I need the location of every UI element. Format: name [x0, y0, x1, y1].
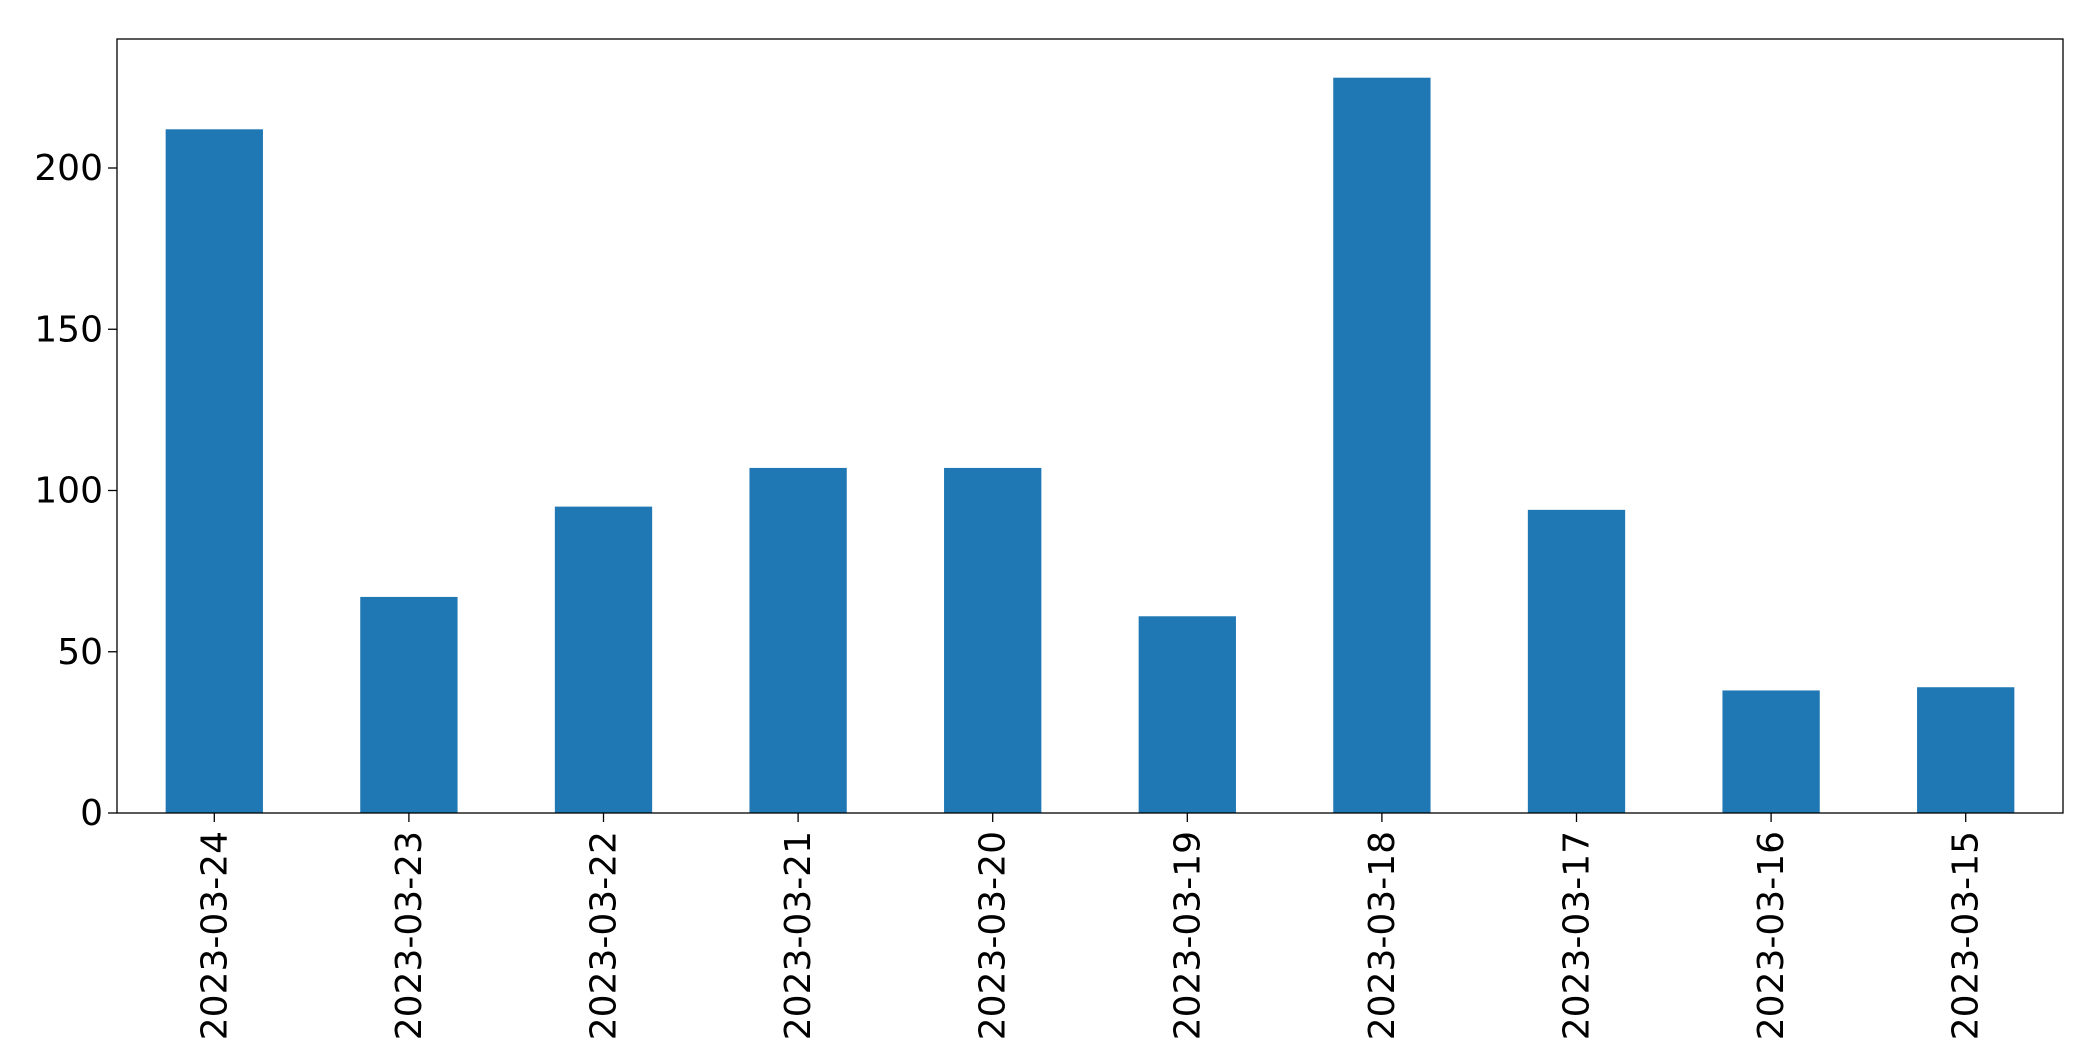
- x-tick-label: 2023-03-20: [973, 831, 1014, 1040]
- bar-2023-03-23: [360, 596, 458, 813]
- x-tick-label: 2023-03-24: [194, 831, 235, 1040]
- x-tick-label: 2023-03-18: [1362, 831, 1403, 1040]
- bar-2023-03-21: [749, 467, 847, 813]
- x-tick-label: 2023-03-17: [1557, 831, 1598, 1040]
- y-tick-label: 150: [34, 309, 103, 350]
- bars-group: [165, 77, 2015, 814]
- bar-2023-03-15: [1917, 687, 2015, 813]
- y-tick-label: 0: [80, 793, 103, 834]
- x-tick-label: 2023-03-19: [1167, 831, 1208, 1040]
- bar-2023-03-22: [554, 506, 653, 813]
- x-tick-label: 2023-03-15: [1946, 831, 1987, 1040]
- bar-2023-03-24: [165, 129, 263, 814]
- x-tick-label: 2023-03-22: [584, 831, 625, 1040]
- y-tick-label: 50: [57, 632, 103, 673]
- x-tick-label: 2023-03-16: [1751, 831, 1792, 1040]
- y-tick-label: 200: [34, 148, 103, 189]
- y-tick-label: 100: [34, 471, 103, 512]
- x-tick-label: 2023-03-21: [778, 831, 819, 1040]
- y-axis: 0 50 100 150 200: [34, 148, 117, 834]
- bar-2023-03-19: [1138, 616, 1236, 813]
- x-axis: 2023-03-24 2023-03-23 2023-03-22 2023-03-21…: [194, 813, 1987, 1040]
- bar-2023-03-17: [1527, 509, 1626, 813]
- bar-2023-03-16: [1722, 690, 1820, 813]
- bar-2023-03-18: [1333, 77, 1431, 813]
- x-tick-label: 2023-03-23: [389, 831, 430, 1040]
- bar-2023-03-20: [944, 467, 1042, 813]
- plot-frame: [116, 38, 2064, 814]
